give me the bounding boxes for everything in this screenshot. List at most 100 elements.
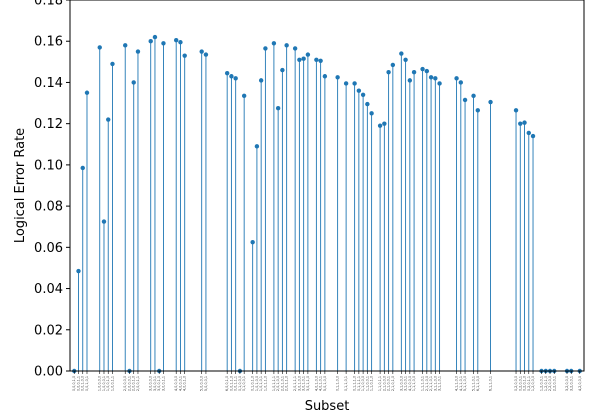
x-tick-label: 3,0,1,0,1	[302, 376, 306, 391]
stem-marker	[377, 123, 383, 128]
stem-marker	[458, 80, 464, 85]
stem-marker	[518, 121, 523, 126]
stem-marker	[110, 61, 115, 67]
stem-marker	[280, 67, 285, 73]
x-tick-label: 4,2,0,0,0	[578, 376, 582, 391]
x-tick-label: 0,1,1,0,0	[336, 376, 340, 391]
x-tick-label: 0,0,1,1,0	[229, 376, 233, 391]
x-tick-label: 0,2,0,1,0	[523, 376, 527, 391]
stem-marker	[101, 219, 107, 224]
x-tick-label: 2,1,0,0,1	[387, 376, 391, 391]
y-tick-label: 0.00	[34, 365, 63, 380]
stem-marker	[263, 46, 268, 51]
y-tick-label: 0.18	[34, 0, 63, 9]
x-tick-label: 4,1,1,0,0	[455, 376, 459, 391]
stem-marker	[301, 56, 306, 61]
stem-marker	[356, 88, 362, 93]
x-tick-label: 3,0,0,0,0	[149, 376, 153, 391]
x-tick-label: 4,0,0,0,0	[174, 376, 178, 391]
x-tick-label: 3,1,0,0,0	[399, 376, 403, 391]
stem-marker	[343, 81, 349, 86]
x-tick-label: 3,1,1,0,1	[438, 376, 442, 391]
x-tick-label: 2,0,1,0,1	[280, 376, 284, 391]
stem-marker	[106, 117, 111, 122]
x-tick-label: 1,1,0,1,0	[370, 376, 374, 391]
stem-marker	[131, 80, 136, 85]
x-tick-label: 5,0,0,0,0	[200, 376, 204, 391]
x-tick-label: 3,0,0,0,1	[153, 376, 157, 391]
x-tick-label: 2,2,0,0,1	[552, 376, 556, 391]
x-tick-label: 1,1,0,0,0	[361, 376, 365, 391]
stem-marker	[437, 81, 442, 86]
stem-marker	[488, 99, 493, 105]
x-tick-label: 4,0,1,0,0	[314, 376, 318, 391]
x-tick-label: 0,0,1,0,1	[85, 376, 89, 391]
x-tick-label: 3,1,0,0,1	[404, 376, 408, 391]
stem-marker	[403, 57, 408, 62]
y-tick-label: 0.02	[34, 323, 63, 338]
stem-marker	[382, 121, 387, 126]
x-tick-label: 2,0,0,0,1	[127, 376, 131, 391]
x-tick-label: 0,2,0,0,0	[514, 376, 518, 391]
stem-marker	[390, 62, 396, 68]
stem-marker	[241, 93, 247, 99]
x-tick-label: 1,0,0,1,0	[106, 376, 110, 391]
x-tick-label: 3,1,1,0,0	[433, 376, 437, 391]
x-tick-label: 4,1,1,0,1	[459, 376, 463, 391]
stem-marker	[513, 108, 519, 113]
x-tick-label: 0,2,0,1,1	[527, 376, 531, 391]
x-tick-label: 2,2,0,0,0	[548, 376, 552, 391]
stem-marker	[233, 76, 238, 81]
stem-marker	[530, 133, 536, 139]
stem-marker	[428, 75, 434, 80]
stem-marker	[411, 69, 417, 75]
x-tick-label: 3,0,0,1,0	[157, 376, 161, 391]
x-tick-label: 1,2,0,0,1	[540, 376, 544, 391]
x-tick-label: 2,1,0,1,0	[391, 376, 395, 391]
stem-marker	[182, 53, 187, 58]
stem-marker	[135, 49, 141, 54]
stem-marker	[199, 49, 204, 54]
x-tick-label: 0,1,1,1,1	[357, 376, 361, 391]
y-tick-label: 0.12	[34, 117, 63, 132]
stem-marker	[322, 74, 328, 79]
x-tick-label: 4,1,0,0,0	[408, 376, 412, 391]
x-tick-label: 1,1,1,0,0	[412, 376, 416, 391]
plot-frame	[69, 0, 585, 372]
stem-marker	[399, 51, 404, 56]
stem-marker	[254, 144, 260, 149]
x-tick-label: 3,0,0,1,1	[161, 376, 165, 391]
x-tick-label: 0,0,0,1,1	[76, 376, 80, 391]
stem-marker	[203, 52, 209, 57]
x-tick-label: 6,0,0,1,0	[225, 376, 229, 391]
y-tick-label: 0.14	[34, 76, 63, 91]
x-tick-label: 0,1,0,0,0	[238, 376, 242, 391]
stem-marker	[123, 43, 128, 48]
x-tick-label: 1,0,1,0,1	[259, 376, 263, 391]
y-tick-label: 0.08	[34, 200, 63, 215]
stem-marker	[84, 90, 90, 95]
x-tick-label: 1,1,0,0,1	[365, 376, 369, 391]
x-tick-label: 2,0,0,0,0	[123, 376, 127, 391]
x-tick-label: 3,0,1,0,0	[297, 376, 301, 391]
stem-marker	[369, 111, 374, 116]
stem-marker	[526, 130, 531, 136]
x-tick-label: 0,0,1,1,1	[234, 376, 238, 391]
stem-series	[72, 34, 582, 374]
x-tick-label: 0,1,0,0,1	[242, 376, 246, 391]
x-tick-label: 4,0,0,1,0	[183, 376, 187, 391]
stem-marker	[420, 66, 425, 72]
x-tick-label: 1,0,1,1,1	[272, 376, 276, 391]
y-tick-label: 0.04	[34, 282, 63, 297]
x-tick-label: 2,0,0,1,0	[132, 376, 136, 391]
x-tick-label: 2,0,1,0,0	[276, 376, 280, 391]
stem-marker	[178, 40, 183, 45]
stem-marker	[522, 120, 527, 125]
y-tick-label: 0.16	[34, 35, 63, 50]
x-tick-label: 5,0,0,0,1	[204, 376, 208, 391]
x-tick-label: 5,1,1,0,1	[472, 376, 476, 391]
x-tick-label: 0,1,0,1,0	[251, 376, 255, 391]
x-tick-label: 6,1,1,0,0	[476, 376, 480, 391]
stem-marker	[97, 45, 102, 50]
y-tick-label: 0.10	[34, 158, 63, 173]
